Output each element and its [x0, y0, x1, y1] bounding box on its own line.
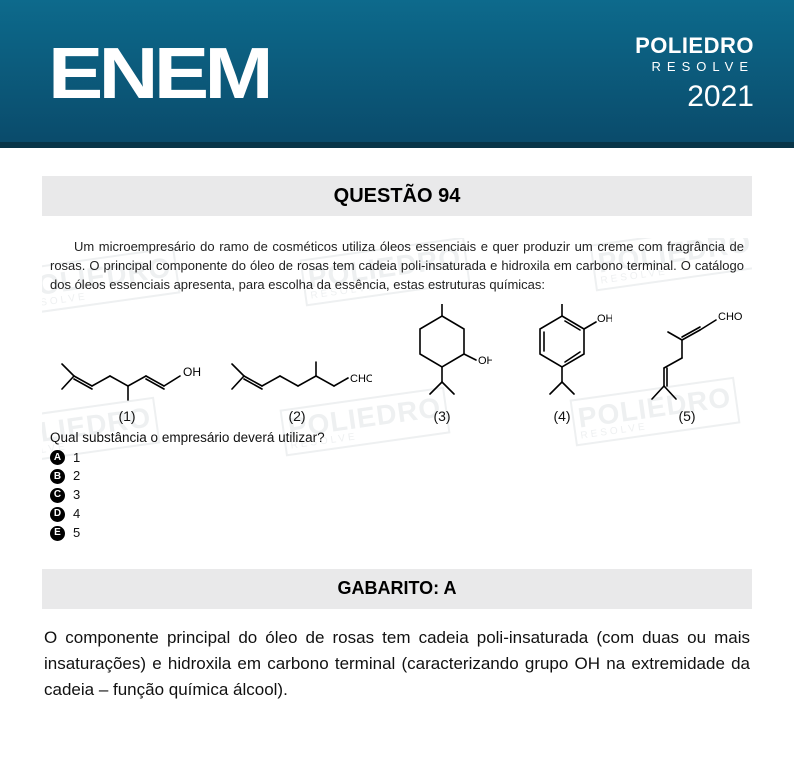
- brand-title: POLIEDRO: [635, 35, 754, 57]
- structure-3-label: (3): [433, 408, 450, 424]
- answer-label: GABARITO: A: [338, 578, 457, 599]
- structure-2-endgroup: CHO: [350, 373, 372, 385]
- option-c: C3: [50, 486, 744, 505]
- subquestion: Qual substância o empresário deverá util…: [50, 430, 744, 445]
- explanation-text: O componente principal do óleo de rosas …: [44, 625, 750, 704]
- structure-3-endgroup: OH: [478, 355, 492, 367]
- structure-2: CHO (2): [222, 334, 372, 424]
- option-a-text: 1: [73, 449, 80, 468]
- option-e: E5: [50, 524, 744, 543]
- option-a-bullet: A: [50, 450, 65, 465]
- structure-5-label: (5): [678, 408, 695, 424]
- question-text: Um microempresário do ramo de cosméticos…: [50, 238, 744, 295]
- structure-4-endgroup: OH: [597, 313, 612, 325]
- structure-4-label: (4): [553, 408, 570, 424]
- option-d-bullet: D: [50, 507, 65, 522]
- option-b: B2: [50, 467, 744, 486]
- question-title-bar: QUESTÃO 94: [42, 176, 752, 216]
- option-e-bullet: E: [50, 526, 65, 541]
- header-border: [0, 142, 794, 148]
- structure-2-label: (2): [288, 408, 305, 424]
- option-c-bullet: C: [50, 488, 65, 503]
- brand-subtitle: RESOLVE: [635, 59, 754, 74]
- enem-logo: ENEM: [48, 38, 269, 110]
- option-d-text: 4: [73, 505, 80, 524]
- structure-1-label: (1): [118, 408, 135, 424]
- brand-box: POLIEDRO RESOLVE 2021: [635, 35, 754, 114]
- header-banner: ENEM POLIEDRO RESOLVE 2021: [0, 0, 794, 148]
- question-body: POLIEDRORESOLVE POLIEDRORESOLVE POLIEDRO…: [42, 238, 752, 543]
- option-b-text: 2: [73, 467, 80, 486]
- options-list: A1 B2 C3 D4 E5: [50, 449, 744, 543]
- structure-5: CHO (5): [632, 304, 742, 424]
- brand-year: 2021: [635, 80, 754, 114]
- structure-3: OH (3): [392, 304, 492, 424]
- structure-1-endgroup: OH: [183, 365, 201, 379]
- option-b-bullet: B: [50, 469, 65, 484]
- option-d: D4: [50, 505, 744, 524]
- question-title: QUESTÃO 94: [334, 185, 461, 208]
- option-e-text: 5: [73, 524, 80, 543]
- answer-bar: GABARITO: A: [42, 569, 752, 609]
- structure-4: OH (4): [512, 304, 612, 424]
- option-c-text: 3: [73, 486, 80, 505]
- structure-5-endgroup: CHO: [718, 311, 742, 323]
- option-a: A1: [50, 449, 744, 468]
- structures-row: OH (1): [42, 309, 752, 424]
- structure-1: OH (1): [52, 334, 202, 424]
- content-area: QUESTÃO 94 POLIEDRORESOLVE POLIEDRORESOL…: [0, 148, 794, 704]
